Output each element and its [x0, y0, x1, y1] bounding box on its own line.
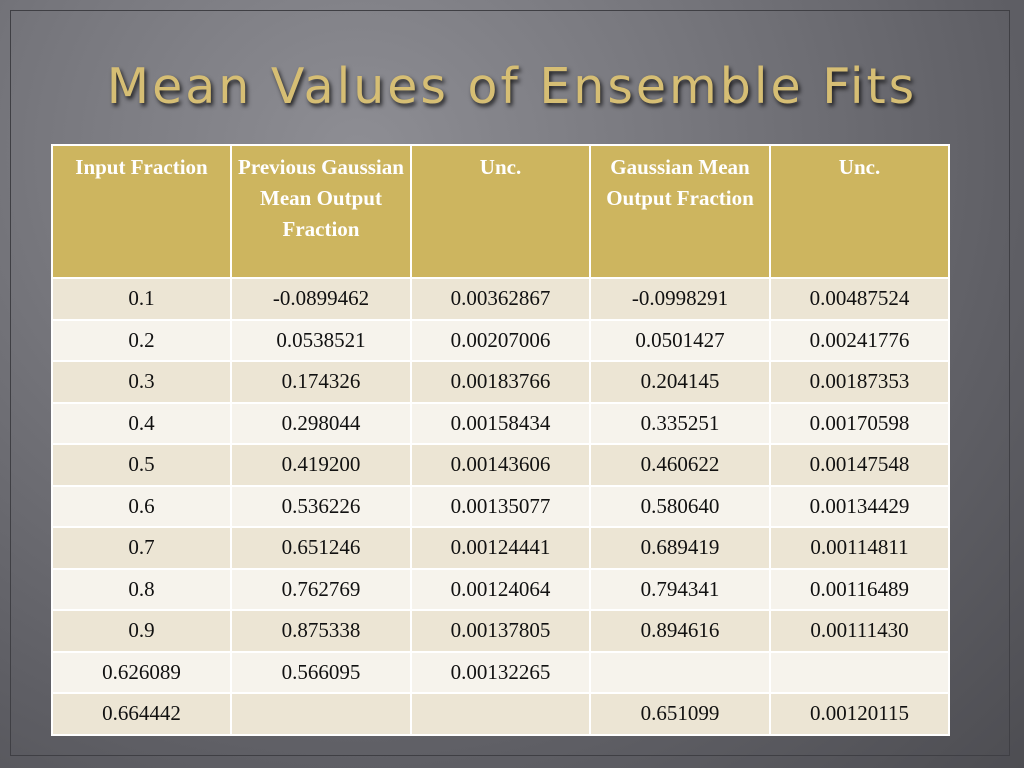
- previous-unc-cell: 0.00124441: [410, 526, 591, 570]
- input-fraction-cell: 0.626089: [51, 650, 232, 694]
- previous-unc-cell: 0.00158434: [410, 401, 591, 445]
- input-fraction-cell: 0.5: [51, 443, 232, 487]
- previous-unc-cell: 0.00137805: [410, 609, 591, 653]
- gaussian-mean-cell: 0.335251: [589, 401, 771, 445]
- previous-unc-cell: 0.00207006: [410, 318, 591, 362]
- previous-mean-cell: 0.536226: [230, 484, 412, 528]
- table-row: 0.2 0.0538521 0.00207006 0.0501427 0.0024177…: [51, 318, 950, 362]
- previous-mean-cell: 0.762769: [230, 567, 412, 611]
- table-row: 0.3 0.174326 0.00183766 0.204145 0.00187353: [51, 360, 950, 404]
- gaussian-unc-cell: 0.00111430: [769, 609, 950, 653]
- gaussian-mean-cell: 0.794341: [589, 567, 771, 611]
- gaussian-mean-cell: [589, 650, 771, 694]
- table-row: 0.664442 0.651099 0.00120115: [51, 692, 950, 736]
- gaussian-unc-cell: 0.00487524: [769, 277, 950, 321]
- previous-mean-cell: 0.651246: [230, 526, 412, 570]
- input-fraction-cell: 0.1: [51, 277, 232, 321]
- gaussian-unc-cell: 0.00147548: [769, 443, 950, 487]
- gaussian-mean-cell: 0.894616: [589, 609, 771, 653]
- gaussian-mean-cell: -0.0998291: [589, 277, 771, 321]
- gaussian-unc-cell: 0.00114811: [769, 526, 950, 570]
- input-fraction-cell: 0.8: [51, 567, 232, 611]
- input-fraction-cell: 0.664442: [51, 692, 232, 736]
- table-header-row: Input Fraction Previous Gaussian Mean Ou…: [51, 144, 950, 279]
- previous-unc-cell: 0.00143606: [410, 443, 591, 487]
- previous-mean-cell: 0.566095: [230, 650, 412, 694]
- input-fraction-cell: 0.6: [51, 484, 232, 528]
- gaussian-unc-cell: 0.00120115: [769, 692, 950, 736]
- gaussian-mean-cell: 0.580640: [589, 484, 771, 528]
- input-fraction-cell: 0.2: [51, 318, 232, 362]
- table-body: 0.1 -0.0899462 0.00362867 -0.0998291 0.00487…: [51, 277, 950, 736]
- previous-mean-cell: 0.0538521: [230, 318, 412, 362]
- gaussian-mean-cell: 0.204145: [589, 360, 771, 404]
- gaussian-unc-cell: 0.00134429: [769, 484, 950, 528]
- previous-mean-cell: 0.419200: [230, 443, 412, 487]
- input-fraction-cell: 0.3: [51, 360, 232, 404]
- input-fraction-cell: 0.7: [51, 526, 232, 570]
- previous-unc-cell: 0.00124064: [410, 567, 591, 611]
- header-input-fraction: Input Fraction: [51, 144, 232, 279]
- previous-unc-cell: [410, 692, 591, 736]
- previous-unc-cell: 0.00132265: [410, 650, 591, 694]
- input-fraction-cell: 0.9: [51, 609, 232, 653]
- table-row: 0.9 0.875338 0.00137805 0.894616 0.00111430: [51, 609, 950, 653]
- table-row: 0.7 0.651246 0.00124441 0.689419 0.00114811: [51, 526, 950, 570]
- gaussian-mean-cell: 0.651099: [589, 692, 771, 736]
- table-row: 0.4 0.298044 0.00158434 0.335251 0.00170598: [51, 401, 950, 445]
- gaussian-mean-cell: 0.689419: [589, 526, 771, 570]
- previous-unc-cell: 0.00362867: [410, 277, 591, 321]
- previous-mean-cell: -0.0899462: [230, 277, 412, 321]
- table-row: 0.6 0.536226 0.00135077 0.580640 0.00134429: [51, 484, 950, 528]
- previous-mean-cell: 0.875338: [230, 609, 412, 653]
- slide-title: Mean Values of Ensemble Fits: [106, 58, 918, 115]
- table-row: 0.1 -0.0899462 0.00362867 -0.0998291 0.00487…: [51, 277, 950, 321]
- gaussian-unc-cell: 0.00241776: [769, 318, 950, 362]
- previous-mean-cell: 0.298044: [230, 401, 412, 445]
- table-row: 0.5 0.419200 0.00143606 0.460622 0.00147548: [51, 443, 950, 487]
- ensemble-fits-table: Input Fraction Previous Gaussian Mean Ou…: [51, 144, 950, 736]
- previous-unc-cell: 0.00135077: [410, 484, 591, 528]
- gaussian-unc-cell: 0.00116489: [769, 567, 950, 611]
- gaussian-unc-cell: 0.00170598: [769, 401, 950, 445]
- header-unc-gaussian: Unc.: [769, 144, 950, 279]
- gaussian-unc-cell: [769, 650, 950, 694]
- gaussian-mean-cell: 0.460622: [589, 443, 771, 487]
- gaussian-mean-cell: 0.0501427: [589, 318, 771, 362]
- previous-unc-cell: 0.00183766: [410, 360, 591, 404]
- table-row: 0.8 0.762769 0.00124064 0.794341 0.00116489: [51, 567, 950, 611]
- input-fraction-cell: 0.4: [51, 401, 232, 445]
- previous-mean-cell: [230, 692, 412, 736]
- gaussian-unc-cell: 0.00187353: [769, 360, 950, 404]
- header-previous-gaussian-mean: Previous Gaussian Mean Output Fraction: [230, 144, 412, 279]
- previous-mean-cell: 0.174326: [230, 360, 412, 404]
- table-row: 0.626089 0.566095 0.00132265: [51, 650, 950, 694]
- header-gaussian-mean: Gaussian Mean Output Fraction: [589, 144, 771, 279]
- header-unc-previous: Unc.: [410, 144, 591, 279]
